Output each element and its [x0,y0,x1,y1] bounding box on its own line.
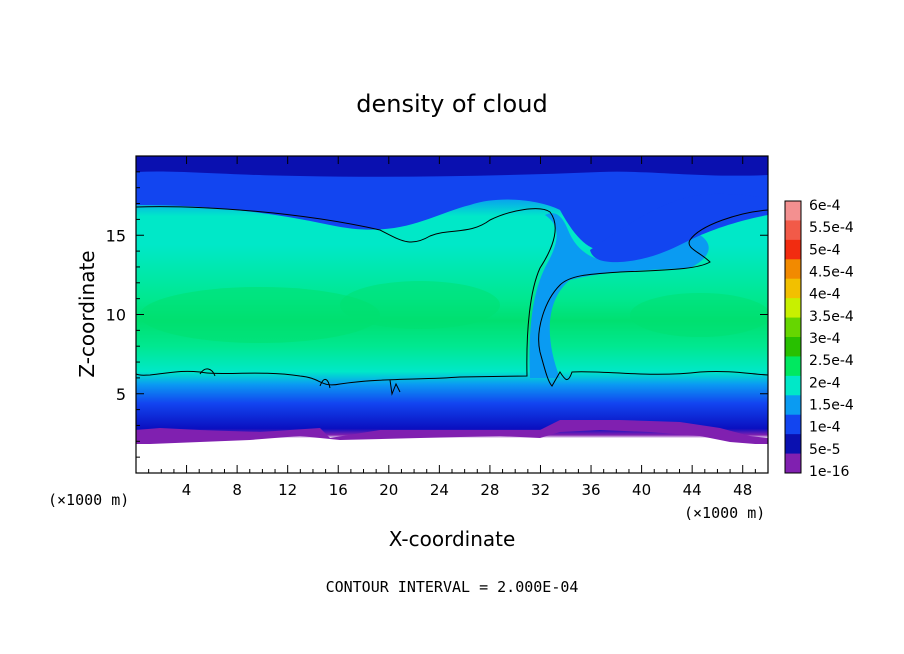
colorbar-label: 5.5e-4 [809,220,854,236]
x-tick-label: 12 [278,481,297,499]
colorbar-swatch [785,298,801,319]
core-left [140,287,380,343]
colorbar-label: 2e-4 [809,375,841,391]
colorbar-swatch [785,337,801,357]
x-unit-label: (×1000 m) [684,504,765,522]
chart-title: density of cloud [356,90,547,118]
x-tick-label: 44 [683,481,702,499]
colorbar-label: 1.5e-4 [809,398,854,414]
contour-interval-note: CONTOUR INTERVAL = 2.000E-04 [326,578,579,596]
plot-area [136,156,768,473]
colorbar-swatch [785,317,801,338]
colorbar-swatch [785,453,801,474]
colorbar-label: 4.5e-4 [809,265,854,281]
y-tick-label: 15 [106,226,126,245]
x-tick-label: 40 [632,481,651,499]
dry-intrusion [529,213,709,378]
colorbar-swatch [785,414,801,435]
core-mid [340,281,500,329]
upper-right-dark [590,193,768,263]
y-tick-label: 5 [116,385,126,404]
colorbar-swatch [785,201,801,221]
upper-dry-layer [136,156,768,251]
colorbar-swatch [785,395,801,416]
colorbar-label: 4e-4 [809,287,841,303]
cloud-base [136,420,768,446]
ground-blank [136,444,768,473]
colorbar: 6e-4 5.5e-4 5e-4 4.5e-4 4e-4 3.5e-4 3e-4 2.5e-4… [784,198,854,480]
x-axis-title: X-coordinate [389,527,516,551]
colorbar-label: 1e-16 [809,464,849,480]
colorbar-label: 2.5e-4 [809,353,854,369]
colorbar-swatch [785,375,801,396]
x-tick-label: 28 [480,481,499,499]
upper-dark-band [136,156,768,177]
x-tick-label: 48 [733,481,752,499]
x-tick-label: 36 [581,481,600,499]
x-tick-label: 8 [232,481,242,499]
colorbar-label: 5e-4 [809,242,841,258]
colorbar-swatch [785,239,801,260]
x-tick-label: 32 [531,481,550,499]
contour-line [136,206,768,387]
core-right [630,293,768,337]
z-unit-label: (×1000 m) [48,491,129,509]
colorbar-swatch [785,356,801,377]
x-tick-label: 4 [182,481,192,499]
y-tick-label: 10 [106,306,126,325]
x-axis: 4 8 12 16 20 24 28 32 36 40 44 48 [148,156,756,499]
x-tick-label: 16 [329,481,348,499]
colorbar-swatch [785,434,801,455]
y-axis: 5 10 15 [106,171,768,458]
colorbar-label: 3.5e-4 [809,309,854,325]
colorbar-swatch [785,259,801,280]
x-tick-label: 24 [430,481,449,499]
colorbar-label: 1e-4 [809,420,841,436]
colorbar-swatch [785,278,801,299]
x-tick-label: 20 [379,481,398,499]
colorbar-swatch [785,220,801,241]
colorbar-label: 5e-5 [809,442,840,458]
base-contour-wiggles [199,368,401,396]
y-axis-title: Z-coordinate [75,250,99,377]
colorbar-label: 6e-4 [809,198,841,214]
colorbar-frame [784,200,802,474]
colorbar-label: 3e-4 [809,331,841,347]
